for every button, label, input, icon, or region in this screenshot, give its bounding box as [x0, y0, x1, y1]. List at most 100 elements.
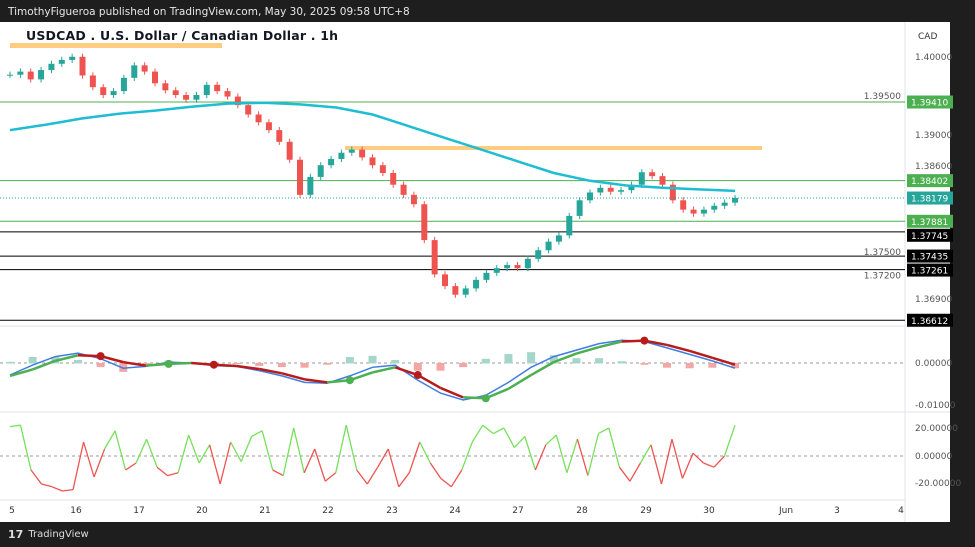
- macd-histogram-bar: [481, 358, 490, 364]
- candle-body: [587, 192, 593, 201]
- oscillator-line-segment: [145, 438, 158, 468]
- oscillator-line-segment: [493, 427, 505, 435]
- candle-body: [628, 184, 635, 191]
- price-label: 1.38179: [911, 195, 948, 205]
- signal-line-segment: [598, 340, 623, 349]
- candle-body: [421, 204, 428, 241]
- signal-line-segment: [349, 371, 373, 382]
- candle-body: [607, 187, 614, 192]
- oscillator-line-segment: [660, 439, 673, 485]
- macd-histogram-bar: [663, 363, 672, 368]
- signal-line-segment: [55, 354, 79, 363]
- price-label-bg: [907, 174, 953, 188]
- oscillator-line-segment: [366, 466, 379, 485]
- macd-histogram-bar: [640, 363, 649, 365]
- candle-body: [120, 77, 127, 92]
- price-tick-label: 1.39500: [864, 92, 901, 102]
- candle-body: [338, 152, 345, 159]
- macd-histogram-bar: [300, 363, 309, 368]
- publisher-info: TimothyFigueroa published on TradingView…: [8, 6, 410, 18]
- oscillator-line-segment: [503, 427, 515, 448]
- candle-body: [732, 197, 738, 203]
- time-tick-label: 17: [133, 506, 144, 516]
- signal-line-segment: [576, 345, 600, 355]
- oscillator-tick-label: 0.00000: [915, 452, 952, 462]
- price-label: 1.37435: [911, 253, 948, 263]
- macd-histogram-bar: [459, 363, 468, 368]
- oscillator-line-segment: [356, 469, 368, 485]
- oscillator-line-segment: [240, 436, 253, 462]
- signal-line-segment: [417, 373, 442, 390]
- signal-line-segment: [304, 378, 328, 384]
- macd-histogram-bar: [73, 360, 82, 364]
- signal-line-segment: [666, 343, 691, 353]
- macd-histogram-bar: [345, 357, 354, 364]
- macd-histogram-bar: [6, 361, 14, 364]
- oscillator-line-segment: [125, 462, 137, 471]
- signal-line-segment: [100, 354, 124, 364]
- signal-line-segment: [32, 359, 56, 371]
- candle-body: [597, 187, 604, 193]
- candle-body: [410, 194, 417, 205]
- oscillator-line-segment: [524, 436, 536, 471]
- price-label: 1.39410: [911, 99, 948, 109]
- macd-histogram-bar: [323, 363, 332, 365]
- macd-histogram-bar: [232, 363, 241, 365]
- oscillator-line-segment: [461, 441, 473, 471]
- candle-body: [265, 122, 272, 131]
- price-tick-label: 1.37500: [864, 248, 901, 258]
- macd-histogram-bar: [255, 363, 264, 366]
- time-tick-label: 5: [9, 506, 15, 516]
- candle-body: [38, 70, 45, 80]
- oscillator-line-segment: [135, 438, 148, 464]
- candle-body: [286, 141, 293, 160]
- price-label: 1.37745: [911, 232, 948, 242]
- oscillator-line-segment: [345, 425, 358, 471]
- candle-body: [555, 235, 562, 242]
- macd-histogram-bar: [141, 363, 150, 365]
- candle-body: [649, 172, 656, 177]
- oscillator-line-segment: [177, 434, 190, 473]
- oscillator-line-segment: [314, 448, 326, 482]
- oscillator-line-segment: [261, 430, 274, 471]
- tradingview-footer[interactable]: 17 TradingView: [8, 528, 89, 541]
- candle-body: [100, 87, 107, 95]
- oscillator-line-segment: [188, 434, 200, 464]
- oscillator-line-segment: [440, 477, 452, 488]
- candle-body: [48, 63, 55, 71]
- candle-body: [58, 59, 65, 64]
- candle-body: [183, 95, 190, 100]
- price-label: 1.37261: [911, 267, 948, 277]
- price-tick-label: 1.38600: [915, 162, 952, 172]
- signal-line-segment: [168, 361, 192, 366]
- oscillator-line-segment: [703, 462, 715, 468]
- candle-body: [234, 96, 241, 106]
- candle-body: [328, 158, 335, 166]
- candle-body: [700, 209, 707, 214]
- macd-histogram-bar: [391, 360, 400, 364]
- candle-body: [172, 90, 179, 95]
- candle-body: [379, 165, 386, 173]
- candle-body: [17, 71, 24, 75]
- oscillator-line-segment: [335, 425, 347, 473]
- signal-line-segment: [372, 366, 396, 374]
- oscillator-line-segment: [450, 469, 463, 488]
- time-tick-label: 23: [386, 506, 397, 516]
- candle-body: [442, 274, 448, 287]
- candle-body: [359, 149, 366, 158]
- candle-body: [255, 114, 262, 123]
- macd-histogram-bar: [527, 352, 536, 364]
- time-tick-label: 3: [834, 506, 840, 516]
- oscillator-line-segment: [377, 448, 389, 468]
- oscillator-line-segment: [219, 441, 232, 485]
- oscillator-line-segment: [303, 448, 316, 474]
- macd-histogram-bar: [28, 357, 37, 364]
- oscillator-line-segment: [566, 439, 579, 473]
- oscillator-line-segment: [671, 439, 684, 479]
- time-tick-label: 20: [196, 506, 208, 516]
- candle-body: [245, 105, 252, 115]
- signal-line-segment: [644, 339, 668, 347]
- macd-histogram-bar: [368, 355, 377, 364]
- price-label-bg: [907, 214, 953, 228]
